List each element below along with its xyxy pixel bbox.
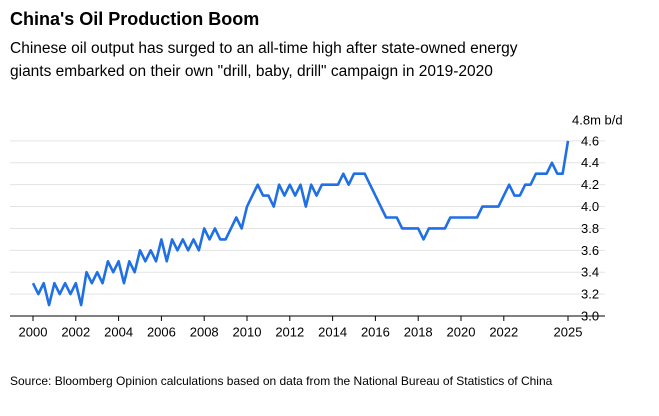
x-tick-label: 2022 [489,324,518,339]
chart-subtitle: Chinese oil output has surged to an all-… [10,40,518,57]
y-tick-label: 4.8m b/d [572,112,623,127]
x-tick-label: 2008 [190,324,219,339]
y-tick-label: 3.2 [581,287,599,302]
x-tick-label: 2010 [233,324,262,339]
chart-subtitle: giants embarked on their own "drill, bab… [10,63,493,80]
x-tick-label: 2025 [554,324,583,339]
source-note: Source: Bloomberg Opinion calculations b… [10,374,553,388]
data-line [31,140,570,307]
y-tick-label: 3.0 [581,308,599,323]
x-tick-label: 2006 [147,324,176,339]
x-tick-label: 2020 [447,324,476,339]
y-tick-label: 3.4 [581,265,599,280]
x-tick-label: 2000 [19,324,48,339]
x-tick-label: 2018 [404,324,433,339]
x-tick-label: 2014 [318,324,347,339]
x-tick-label: 2012 [275,324,304,339]
chart-title: China's Oil Production Boom [10,9,259,29]
y-tick-label: 3.8 [581,221,599,236]
y-tick-label: 3.6 [581,243,599,258]
y-tick-label: 4.0 [581,199,599,214]
x-tick-label: 2004 [104,324,133,339]
x-tick-label: 2002 [61,324,90,339]
x-tick-label: 2016 [361,324,390,339]
y-tick-label: 4.4 [581,155,599,170]
y-tick-label: 4.6 [581,133,599,148]
y-tick-label: 4.2 [581,177,599,192]
